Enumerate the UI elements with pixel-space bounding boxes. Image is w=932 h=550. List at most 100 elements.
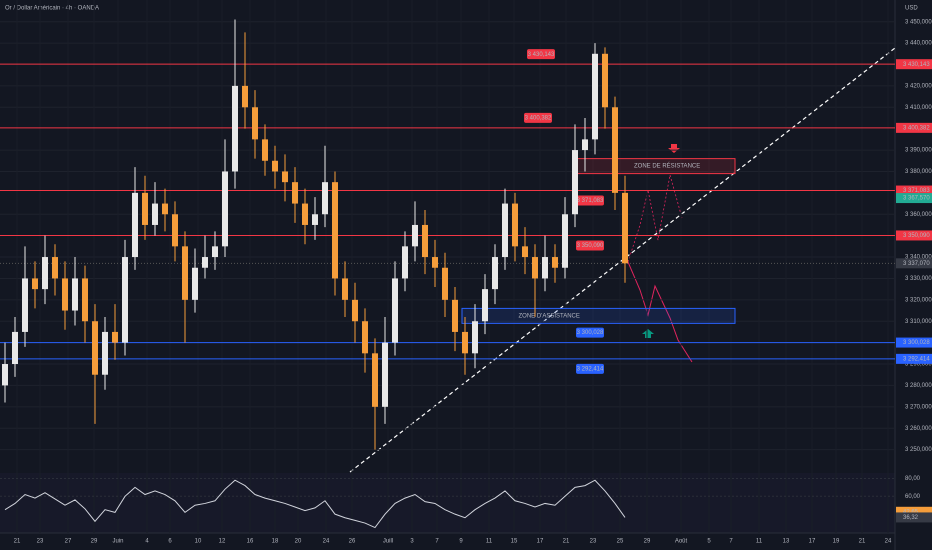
- rsi-tick-label: 80,00: [905, 476, 921, 482]
- candle-body: [322, 182, 328, 215]
- candle-body: [22, 278, 28, 332]
- arrow-down: [668, 144, 680, 153]
- rsi-line: [4, 479, 626, 529]
- candle-body: [552, 257, 558, 268]
- projection: [627, 174, 683, 263]
- x-tick-label: 27: [65, 539, 72, 545]
- rsi-tick-label: 60,00: [905, 494, 921, 500]
- arrow-up: [642, 329, 654, 338]
- projection: [627, 261, 693, 363]
- axis-tag-label: 3 400,382: [903, 125, 930, 131]
- candle-body: [202, 257, 208, 268]
- y-tick-label: 3 440,000: [905, 41, 932, 47]
- candle-body: [262, 139, 268, 161]
- candle-body: [182, 246, 188, 300]
- candle-body: [422, 224, 428, 258]
- axis-tag: [896, 337, 932, 348]
- candle-body: [502, 203, 508, 258]
- candle-body: [542, 257, 548, 279]
- candle-body: [172, 214, 178, 247]
- x-tick-label: 19: [833, 539, 840, 545]
- axis-tag: [896, 353, 932, 364]
- level-label: 3 371,083: [577, 198, 604, 204]
- candle-body: [142, 192, 148, 225]
- x-tick-label: Juill: [383, 539, 393, 545]
- candle-body: [402, 246, 408, 279]
- candle-body: [352, 299, 358, 322]
- candle-body: [242, 85, 248, 108]
- x-tick-label: 17: [537, 539, 544, 545]
- candle-body: [612, 107, 618, 193]
- y-tick-label: 3 340,000: [905, 255, 932, 261]
- candle-body: [412, 224, 418, 247]
- candle-body: [92, 321, 98, 375]
- x-tick-label: 15: [511, 539, 518, 545]
- x-tick-label: 20: [295, 539, 302, 545]
- x-tick-label: 13: [783, 539, 790, 545]
- x-tick-label: 24: [323, 539, 330, 545]
- axis-tag-label: 3 371,083: [903, 188, 930, 194]
- level-label: 3 292,414: [577, 366, 604, 372]
- axis-tag: [896, 193, 932, 204]
- candle-body: [382, 342, 388, 407]
- candle-body: [442, 267, 448, 300]
- zone-label: ZONE D'ASSISTANCE: [519, 313, 580, 319]
- x-tick-label: 29: [91, 539, 98, 545]
- y-tick-label: 3 410,000: [905, 105, 932, 111]
- y-tick-label: 3 390,000: [905, 148, 932, 154]
- axis-tag: [896, 185, 932, 196]
- candle-body: [252, 107, 258, 140]
- x-tick-label: 24: [885, 539, 892, 545]
- candle-body: [312, 214, 318, 225]
- candle-body: [42, 257, 48, 290]
- x-tick-label: 21: [563, 539, 570, 545]
- level-tag: [527, 49, 555, 60]
- x-tick-label: 18: [272, 539, 279, 545]
- y-tick-label: 3 320,000: [905, 297, 932, 303]
- x-tick-label: 29: [644, 539, 651, 545]
- axis-tag: [896, 230, 932, 241]
- x-tick-label: Juin: [112, 539, 123, 545]
- candle-body: [162, 203, 168, 215]
- candle-body: [122, 257, 128, 343]
- zone-label: ZONE DE RÉSISTANCE: [634, 163, 700, 170]
- candle-body: [72, 278, 78, 311]
- x-tick-label: Août: [675, 539, 688, 545]
- y-tick-label: 3 250,000: [905, 447, 932, 453]
- y-tick-label: 3 450,000: [905, 19, 932, 25]
- level-tag: [524, 112, 552, 123]
- candle-body: [592, 53, 598, 140]
- axis-tag-label: 3 350,090: [903, 233, 930, 239]
- x-tick-label: 23: [37, 539, 44, 545]
- candle-body: [572, 150, 578, 215]
- x-tick-label: 5: [707, 539, 711, 545]
- axis-tag: [896, 59, 932, 70]
- candle-body: [452, 299, 458, 332]
- axis-tag: [896, 506, 932, 517]
- axis-tag-label: 3 292,414: [903, 356, 930, 362]
- axis-tag-label: 3 367,570: [903, 196, 930, 202]
- candle-body: [602, 53, 608, 108]
- x-tick-label: 4: [145, 539, 149, 545]
- x-tick-label: 23: [590, 539, 597, 545]
- level-tag: [576, 195, 604, 206]
- axis-tag: [896, 512, 932, 523]
- x-tick-label: 10: [195, 539, 202, 545]
- x-tick-label: 11: [756, 539, 763, 545]
- x-tick-label: 9: [459, 539, 463, 545]
- y-tick-label: 3 270,000: [905, 404, 932, 410]
- x-tick-label: 7: [729, 539, 733, 545]
- x-tick-label: 12: [219, 539, 226, 545]
- level-label: 3 350,090: [577, 243, 604, 249]
- level-label: 3 430,143: [528, 52, 555, 58]
- rsi-panel: [0, 473, 895, 533]
- axis-tag-label: 3 300,028: [903, 340, 930, 346]
- axis-tag-label: 42,65: [903, 509, 919, 515]
- axis-tag: [896, 258, 932, 269]
- candle-body: [302, 203, 308, 225]
- y-tick-label: 3 280,000: [905, 383, 932, 389]
- candle-body: [492, 257, 498, 290]
- candle-body: [282, 171, 288, 183]
- axis-tag: [896, 122, 932, 133]
